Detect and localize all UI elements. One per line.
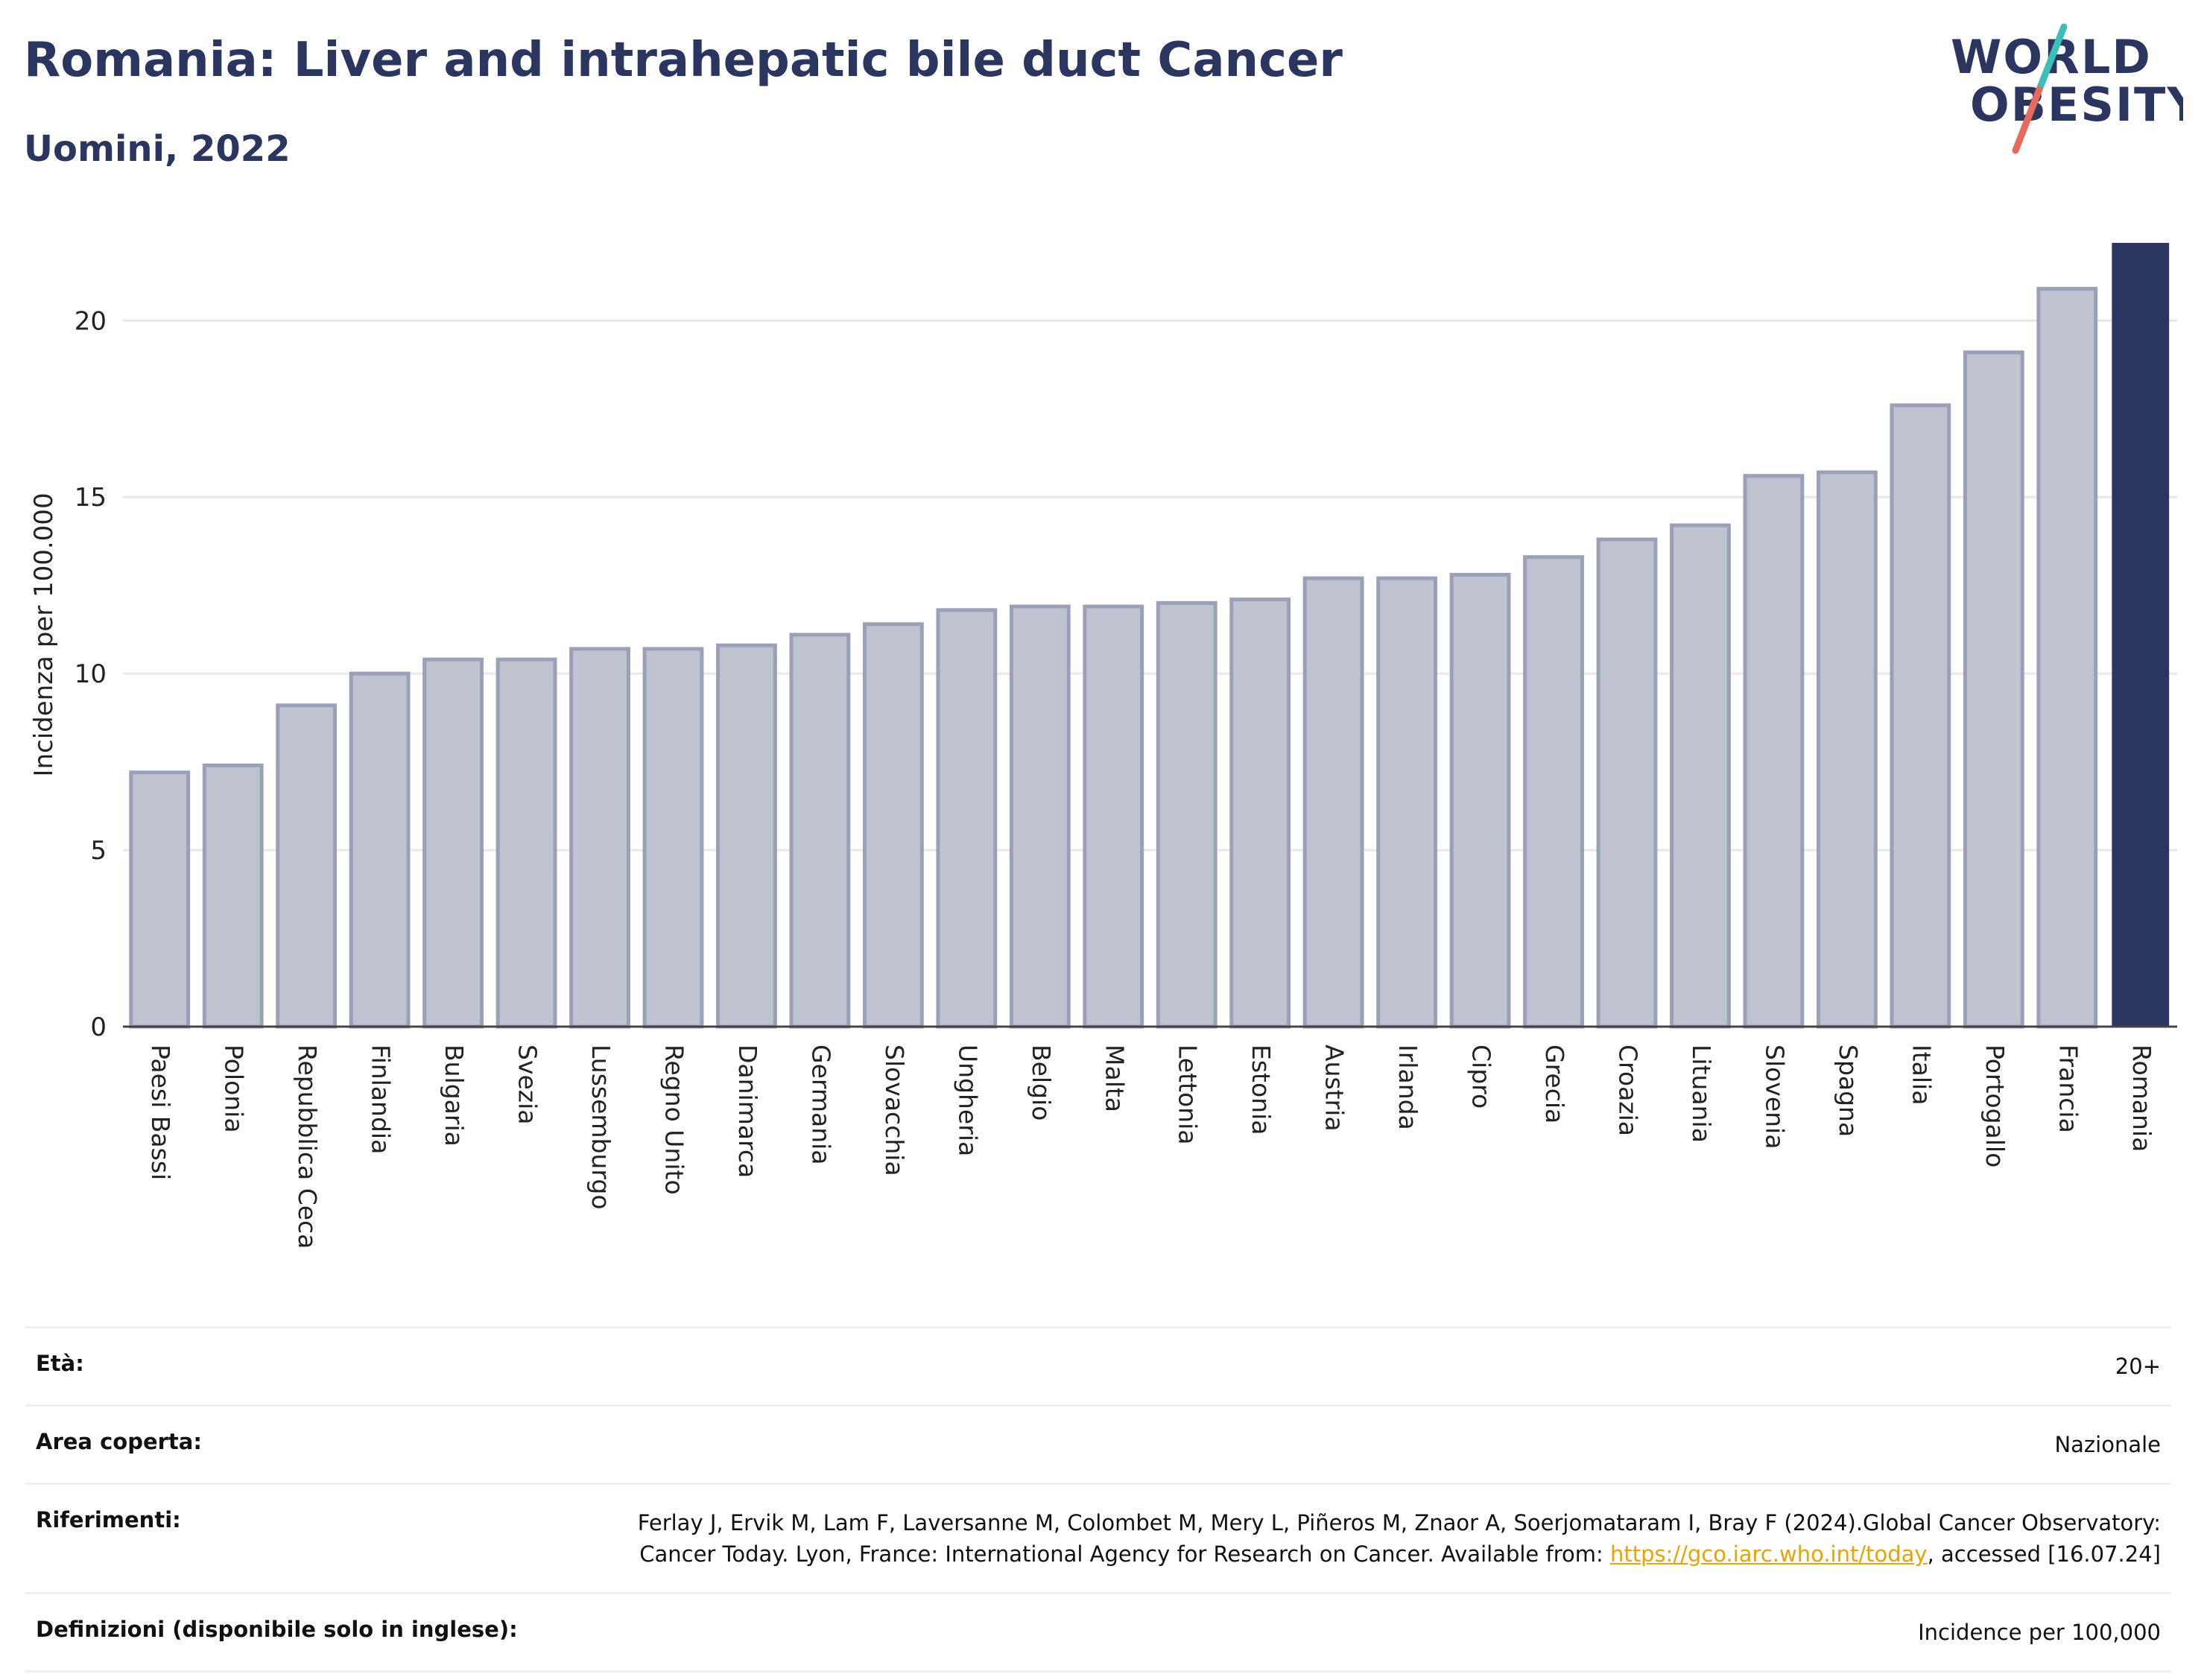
bar-repubblica-ceca[interactable]	[276, 703, 338, 1029]
bars	[129, 243, 2170, 1029]
x-tick-label: Ungheria	[953, 1045, 982, 1156]
bar-italia[interactable]	[1890, 403, 1951, 1029]
x-tick-label: Repubblica Ceca	[293, 1045, 322, 1249]
x-tick-label: Germania	[806, 1045, 835, 1165]
x-tick-label: Romania	[2127, 1045, 2156, 1152]
bar-portogallo[interactable]	[1963, 350, 2024, 1029]
bar-lituania[interactable]	[1670, 523, 1731, 1029]
bar-lussemburgo[interactable]	[569, 647, 630, 1029]
area-value: Nazionale	[2054, 1432, 2161, 1457]
age-value: 20+	[2115, 1354, 2161, 1379]
y-tick-label: 10	[75, 659, 107, 689]
logo-slash-red	[2012, 86, 2043, 154]
y-tick-label: 20	[75, 306, 107, 336]
x-tick-label: Lituania	[1687, 1045, 1716, 1143]
y-tick-label: 0	[90, 1012, 107, 1042]
x-tick-label: Slovenia	[1760, 1045, 1789, 1149]
x-tick-label: Croazia	[1614, 1045, 1643, 1136]
x-tick-label: Polonia	[220, 1045, 249, 1133]
y-axis-label: Incidenza per 100.000	[29, 492, 59, 776]
bar-ungheria[interactable]	[936, 608, 998, 1029]
logo-text-obesity: OBESITY	[1970, 77, 2183, 132]
bar-polonia[interactable]	[202, 763, 264, 1029]
bar-spagna[interactable]	[1817, 470, 1878, 1029]
references-label: Riferimenti:	[36, 1507, 181, 1532]
bar-austria[interactable]	[1302, 576, 1364, 1029]
info-table: Età: 20+ Area coperta: Nazionale Riferim…	[25, 1326, 2171, 1673]
references-value: Ferlay J, Ervik M, Lam F, Laversanne M, …	[596, 1507, 2161, 1570]
x-tick-label: Paesi Bassi	[146, 1045, 175, 1180]
bar-svezia[interactable]	[495, 657, 557, 1029]
references-text: Ferlay J, Ervik M, Lam F, Laversanne M, …	[637, 1510, 2161, 1567]
info-row-age: Età: 20+	[25, 1326, 2171, 1404]
bar-chart: 0 5 10 15 20 Paesi Bassi Polonia Repubblica Cec…	[29, 243, 2177, 1249]
references-accessed: , accessed [16.07.24]	[1927, 1541, 2161, 1567]
bar-slovenia[interactable]	[1743, 474, 1805, 1029]
bar-danimarca[interactable]	[716, 643, 777, 1029]
x-tick-label: Lussemburgo	[586, 1045, 615, 1210]
y-tick-label: 5	[90, 836, 107, 866]
bar-estonia[interactable]	[1229, 597, 1291, 1029]
bar-romania[interactable]	[2112, 243, 2170, 1027]
x-tick-label: Malta	[1100, 1045, 1129, 1112]
x-tick-label: Lettonia	[1174, 1045, 1203, 1144]
x-tick-label: Portogallo	[1980, 1045, 2010, 1167]
bar-lettonia[interactable]	[1156, 600, 1217, 1029]
bar-paesi-bassi[interactable]	[129, 770, 191, 1029]
x-tick-label: Italia	[1907, 1045, 1936, 1105]
x-tick-label: Spagna	[1834, 1045, 1863, 1137]
axes: 0 5 10 15 20 Paesi Bassi Polonia Repubblica Cec…	[75, 306, 2177, 1249]
y-tick-label: 15	[75, 483, 107, 513]
age-label: Età:	[36, 1351, 84, 1376]
x-tick-label: Slovacchia	[880, 1045, 909, 1176]
bar-finlandia[interactable]	[349, 671, 411, 1029]
chart-subtitle: Uomini, 2022	[24, 128, 291, 170]
x-tick-label: Estonia	[1247, 1045, 1276, 1135]
x-tick-label: Austria	[1320, 1045, 1349, 1132]
info-row-area: Area coperta: Nazionale	[25, 1404, 2171, 1483]
info-row-definitions: Definizioni (disponibile solo in inglese…	[25, 1592, 2171, 1673]
chart-title: Romania: Liver and intrahepatic bile duc…	[24, 33, 1343, 88]
x-tick-label: Regno Unito	[659, 1045, 688, 1195]
world-obesity-logo: WORLD OBESITY	[1951, 23, 2183, 154]
bar-cipro[interactable]	[1449, 572, 1511, 1029]
bar-belgio[interactable]	[1009, 604, 1071, 1029]
bar-grecia[interactable]	[1523, 555, 1584, 1029]
x-tick-label: Cipro	[1467, 1045, 1496, 1109]
bar-croazia[interactable]	[1596, 537, 1658, 1029]
logo-slash-teal	[2036, 23, 2068, 93]
x-tick-label: Danimarca	[733, 1045, 762, 1178]
definitions-value: Incidence per 100,000	[1918, 1620, 2161, 1645]
bar-irlanda[interactable]	[1376, 576, 1438, 1029]
x-tick-label: Grecia	[1540, 1045, 1569, 1123]
area-label: Area coperta:	[36, 1429, 202, 1454]
x-tick-label: Belgio	[1027, 1045, 1056, 1120]
info-row-references: Riferimenti: Ferlay J, Ervik M, Lam F, L…	[25, 1483, 2171, 1592]
bar-germania[interactable]	[789, 633, 851, 1029]
x-tick-label: Svezia	[513, 1045, 542, 1125]
references-link[interactable]: https://gco.iarc.who.int/today	[1609, 1541, 1928, 1567]
x-tick-label: Irlanda	[1393, 1045, 1422, 1130]
bar-slovacchia[interactable]	[862, 622, 924, 1029]
x-tick-label: Finlandia	[367, 1045, 396, 1154]
x-tick-label: Bulgaria	[440, 1045, 469, 1147]
bar-regno-unito[interactable]	[642, 647, 704, 1029]
x-tick-label: Francia	[2053, 1045, 2083, 1133]
definitions-label: Definizioni (disponibile solo in inglese…	[36, 1617, 518, 1642]
bar-malta[interactable]	[1083, 604, 1144, 1029]
bar-bulgaria[interactable]	[422, 657, 484, 1029]
bar-francia[interactable]	[2036, 287, 2098, 1029]
